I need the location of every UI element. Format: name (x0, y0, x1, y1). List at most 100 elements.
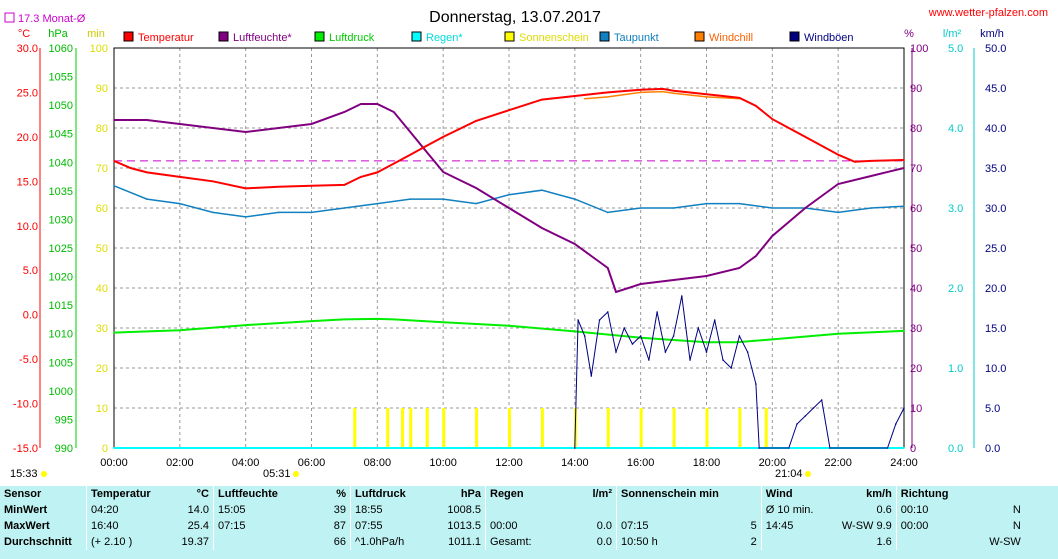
humidity-series-point (244, 131, 247, 133)
temperature-series-point (853, 160, 856, 163)
temperature-series-point (755, 104, 757, 107)
temperature-series-point (442, 136, 444, 138)
rain-unit: l/m² (943, 28, 962, 40)
temperature-series-point (661, 88, 664, 90)
temperature-series-point (179, 176, 181, 178)
pressure-tick-label: 1005 (49, 357, 73, 369)
pressure-unit: hPa (48, 28, 68, 40)
temperature-series-point (113, 160, 115, 162)
sunshine-bar (425, 408, 429, 448)
stats-cell: MinWert (4, 504, 48, 516)
dewpoint-series-point (211, 211, 214, 214)
sun-tick-label: 80 (96, 123, 108, 135)
x-tick-label: 06:00 (298, 457, 326, 469)
stats-cell: 0.0 (596, 536, 612, 548)
wind-gust-series-point (577, 319, 579, 321)
stats-cell: 00:00 (485, 518, 548, 534)
stats-cell: 00:10 (895, 502, 965, 518)
wind-gust-series-point (886, 447, 889, 449)
wind-gust-series-point (606, 311, 609, 313)
wind-gust-series-point (713, 319, 716, 321)
sunshine-bar (401, 408, 405, 448)
humidity-series-point (804, 207, 807, 209)
stats-cell: 0.0 (596, 520, 612, 532)
temp-tick-label: -15.0 (13, 443, 38, 455)
humidity-series-point (541, 227, 543, 229)
humidity-series-point (508, 207, 510, 209)
wind-gust-series-point (590, 375, 593, 377)
humidity-series-point (590, 255, 593, 257)
pressure-series-point (442, 321, 444, 324)
stats-row: Durchschnitt (+ 2.10 ) 19.37 66 ^1.0hPa/h 101… (0, 534, 1025, 550)
sunshine-bar (442, 408, 446, 448)
humidity-series-point (458, 179, 461, 181)
legend-swatch (218, 31, 229, 42)
legend-label: Sonnenschein (519, 32, 589, 44)
sun-tick-label: 40 (96, 283, 108, 295)
humidity-series-point (705, 275, 708, 277)
stats-cell: N (1012, 504, 1021, 516)
x-tick-label: 00:00 (100, 457, 128, 469)
humidity-series-point (360, 103, 362, 105)
humidity-tick-label: 40 (910, 283, 922, 295)
stats-cell: 1011.1 (448, 536, 481, 548)
stats-cell: 87 (333, 520, 346, 532)
stats-cell: Luftdruck (350, 486, 427, 502)
humidity-series-point (639, 283, 642, 285)
stats-cell: 07:15 (615, 518, 723, 534)
wind-gust-series-point (796, 423, 798, 425)
wind-gust-series-point (583, 335, 586, 337)
wind-tick-label: 30.0 (985, 203, 1006, 215)
stats-cell: 14.0 (187, 504, 209, 516)
site-link[interactable]: www.wetter-pfalzen.com (928, 7, 1048, 19)
wind-gust-series-point (664, 351, 667, 353)
dewpoint-series-point (343, 207, 346, 209)
pressure-series-point (705, 341, 708, 344)
wind-gust-series-point (574, 447, 576, 449)
pressure-tick-label: 1055 (49, 72, 73, 84)
stats-cell (760, 534, 836, 550)
temperature-series-point (129, 167, 132, 169)
stats-cell (548, 502, 617, 518)
wind-gust-series-point (722, 359, 724, 361)
humidity-series-point (771, 235, 774, 237)
temperature-series-point (360, 176, 362, 178)
dewpoint-series-point (837, 211, 839, 214)
chart-title: Donnerstag, 13.07.2017 (429, 9, 601, 26)
humidity-tick-label: 0 (910, 443, 916, 455)
legend-swatch (411, 31, 422, 42)
temperature-series-point (376, 171, 379, 174)
legend-label: Windchill (709, 32, 753, 44)
stats-cell: 19.37 (181, 536, 209, 548)
weather-chart: 30.0 25.0 20.0 15.0 10.0 5.0 0.0 -5.0 -10.0 -15.0… (4, 7, 1048, 480)
stats-cell: 14:45 (760, 518, 836, 534)
wind-gust-series-point (598, 319, 601, 321)
humidity-series-point (475, 187, 477, 189)
wind-gust-series-point (623, 327, 626, 329)
stats-cell: 1008.5 (447, 504, 481, 516)
humidity-tick-label: 20 (910, 363, 922, 375)
humidity-series-point (376, 103, 379, 105)
pressure-series-point (392, 318, 395, 321)
stats-cell: 0.6 (876, 504, 892, 516)
pressure-series-point (771, 338, 774, 341)
rain-tick-label: 4.0 (948, 123, 963, 135)
sun-tick-label: 90 (96, 83, 108, 95)
temperature-series-point (903, 159, 905, 161)
axes-layer: 30.0 25.0 20.0 15.0 10.0 5.0 0.0 -5.0 -10.0 -15.0… (13, 43, 1007, 469)
stats-cell: N (1012, 520, 1021, 532)
wind-gust-series-point (804, 415, 807, 417)
humidity-series-point (903, 167, 905, 169)
wind-gust-series-point (829, 447, 831, 449)
wind-gust-series-point (730, 367, 732, 369)
dewpoint-series-point (277, 211, 280, 214)
sun-tick-label: 30 (96, 323, 108, 335)
stats-cell: Sensor (4, 488, 42, 500)
legend-label: Taupunkt (614, 32, 659, 44)
wind-gust-series (574, 295, 905, 449)
wind-gust-series-point (656, 311, 658, 313)
dewpoint-series-point (903, 205, 905, 208)
rain-series-point (113, 447, 115, 449)
wind-gust-series-point (820, 399, 823, 401)
rain-tick-label: 1.0 (948, 363, 963, 375)
